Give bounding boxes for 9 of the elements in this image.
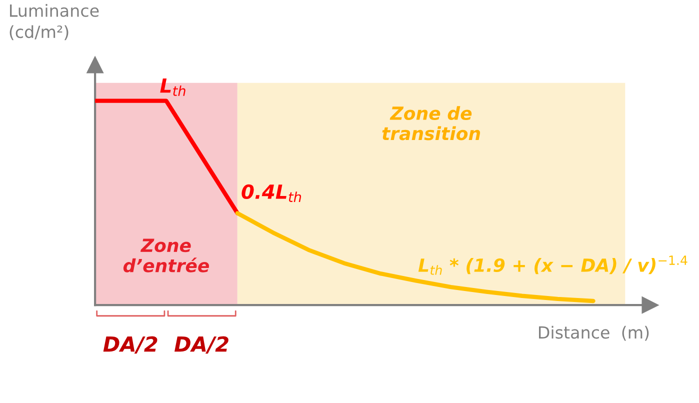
y-axis-title: Luminance (cd/m²)	[10, 4, 99, 40]
text: DA/2	[103, 336, 158, 354]
annotation: Zone de transition	[382, 106, 480, 140]
text: L$_{th}$	[160, 78, 186, 96]
annotation: 0.4L$_{th}$	[242, 184, 302, 202]
text: DA/2	[174, 336, 228, 354]
x-axis-title: Distance (m)	[538, 326, 649, 341]
annotation: Zone d’entrée	[123, 238, 210, 272]
annotation: L$_{th}$ * (1.9 + (x − DA) / v)$^{−1.4}$	[418, 256, 688, 275]
